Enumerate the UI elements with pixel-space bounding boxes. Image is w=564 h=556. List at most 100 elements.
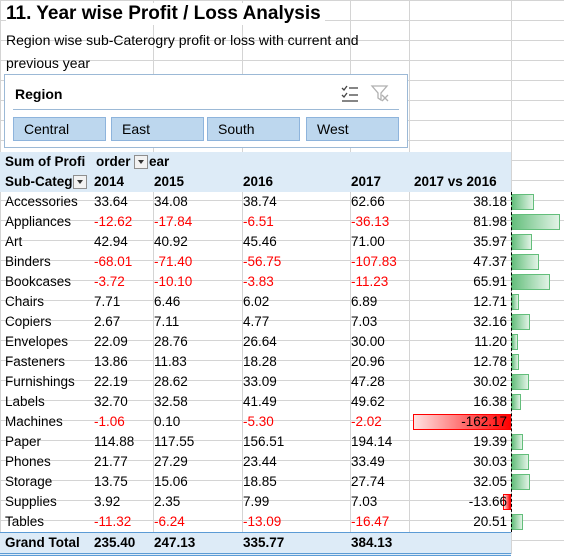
grand-total-label: Grand Total [5,535,80,550]
sub-category-label: Storage [5,474,53,489]
profit-value-cell: 27.29 [154,454,188,469]
profit-value-cell: 156.51 [243,434,285,449]
profit-value-cell: -2.02 [351,414,382,429]
table-row: Accessories 33.64 34.08 38.74 62.66 38.18 [0,192,534,212]
profit-value-cell: -3.72 [94,274,125,289]
column-filter-dropdown[interactable] [134,155,148,169]
profit-value-cell: -10.10 [154,274,193,289]
data-bar [511,334,518,350]
diff-value-cell: 32.16 [473,314,507,329]
data-bar [511,394,521,410]
diff-value-cell: 38.18 [473,194,507,209]
table-row: Copiers 2.67 7.11 4.77 7.03 32.16 [0,312,531,332]
table-row: Appliances -12.62 -17.84 -6.51 -36.13 81.98 [0,212,560,232]
profit-value-cell: 6.46 [154,294,181,309]
profit-value-cell: 117.55 [154,434,195,449]
sub-category-label: Fasteners [5,354,66,369]
table-row: Supplies 3.92 2.35 7.99 7.03 -13.66 [0,492,511,512]
region-slicer[interactable]: Region Central East South West [4,74,408,148]
profit-value-cell: -16.47 [351,514,390,529]
profit-value-cell: 194.14 [351,434,393,449]
profit-value-cell: 33.64 [94,194,128,209]
profit-value-cell: 41.49 [243,394,277,409]
data-bar-axis [511,192,512,532]
profit-value-cell: 22.09 [94,334,128,349]
year-header: 2015 [154,174,185,189]
profit-value-cell: 18.85 [243,474,277,489]
data-bar [511,474,531,490]
data-bar [413,414,511,430]
diff-value-cell: 35.97 [473,234,507,249]
profit-value-cell: 114.88 [94,434,135,449]
table-row: Labels 32.70 32.58 41.49 49.62 16.38 [0,392,521,412]
profit-value-cell: 32.70 [94,394,128,409]
slicer-button-south[interactable]: South [207,117,300,141]
profit-value-cell: 33.09 [243,374,277,389]
profit-value-cell: 47.28 [351,374,385,389]
sub-category-label: Envelopes [5,334,69,349]
profit-value-cell: 7.03 [351,494,378,509]
profit-value-cell: 0.10 [154,414,181,429]
profit-value-cell: -107.83 [351,254,397,269]
grid-column-line [409,0,410,554]
grand-total-value: 384.13 [351,535,393,550]
sub-category-label: Accessories [5,194,78,209]
data-bar [511,194,534,210]
profit-value-cell: -13.09 [243,514,282,529]
diff-value-cell: 19.39 [473,434,507,449]
year-header: 2014 [94,174,125,189]
profit-value-cell: 7.03 [351,314,378,329]
profit-value-cell: 20.96 [351,354,385,369]
row-field-label: Sub-Categ [5,174,73,189]
profit-value-cell: 28.62 [154,374,188,389]
sub-category-label: Bookcases [5,274,72,289]
table-row: Paper 114.88 117.55 156.51 194.14 19.39 [0,432,523,452]
profit-value-cell: 32.58 [154,394,188,409]
profit-value-cell: 22.19 [94,374,128,389]
data-bar [511,214,560,230]
profit-value-cell: 71.00 [351,234,385,249]
profit-value-cell: 62.66 [351,194,385,209]
profit-value-cell: 7.11 [154,314,180,329]
slicer-button-west[interactable]: West [306,117,399,141]
diff-value-cell: 81.98 [473,214,507,229]
clear-filter-icon[interactable] [369,82,391,104]
profit-value-cell: -56.75 [243,254,282,269]
pivot-values-header: Sum of Profi order ear [0,152,511,172]
sub-category-label: Appliances [5,214,72,229]
report-title: 11. Year wise Profit / Loss Analysis [6,3,325,25]
year-header: 2016 [243,174,274,189]
profit-value-cell: 30.00 [351,334,385,349]
diff-value-cell: 12.71 [473,294,507,309]
data-bar [511,234,533,250]
table-row: Binders -68.01 -71.40 -56.75 -107.83 47.37 [0,252,540,272]
multiselect-icon[interactable] [339,82,361,104]
profit-value-cell: 26.64 [243,334,277,349]
diff-header: 2017 vs 2016 [414,174,497,189]
slicer-divider [13,109,399,110]
sub-category-label: Copiers [5,314,52,329]
profit-value-cell: -3.83 [243,274,274,289]
sub-category-label: Binders [5,254,51,269]
data-bar [511,274,551,290]
row-filter-dropdown[interactable] [73,175,87,189]
data-bar [511,294,519,310]
profit-value-cell: 42.94 [94,234,128,249]
diff-value-cell: 12.78 [473,354,507,369]
profit-value-cell: 3.92 [94,494,121,509]
table-row: Art 42.94 40.92 45.46 71.00 35.97 [0,232,533,252]
table-row: Storage 13.75 15.06 18.85 27.74 32.05 [0,472,531,492]
profit-value-cell: 7.71 [94,294,121,309]
diff-value-cell: 32.05 [473,474,507,489]
sub-category-label: Machines [5,414,63,429]
profit-value-cell: -11.32 [94,514,132,529]
data-bar [511,434,523,450]
diff-value-cell: 11.20 [474,334,507,349]
profit-value-cell: -36.13 [351,214,390,229]
grid-column-line [153,0,154,554]
data-bar [511,354,519,370]
slicer-button-east[interactable]: East [111,117,204,141]
slicer-button-central[interactable]: Central [13,117,106,141]
sub-category-label: Paper [5,434,42,449]
diff-value-cell: 20.51 [473,514,507,529]
